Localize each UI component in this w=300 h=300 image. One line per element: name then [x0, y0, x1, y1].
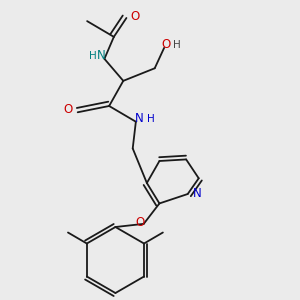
Text: O: O [130, 10, 140, 23]
Text: H: H [173, 40, 181, 50]
Text: N: N [97, 49, 106, 62]
Text: N: N [193, 187, 202, 200]
Text: O: O [161, 38, 170, 51]
Text: H: H [88, 51, 96, 61]
Text: H: H [147, 114, 154, 124]
Text: N: N [135, 112, 143, 125]
Text: O: O [135, 216, 145, 229]
Text: O: O [64, 103, 73, 116]
